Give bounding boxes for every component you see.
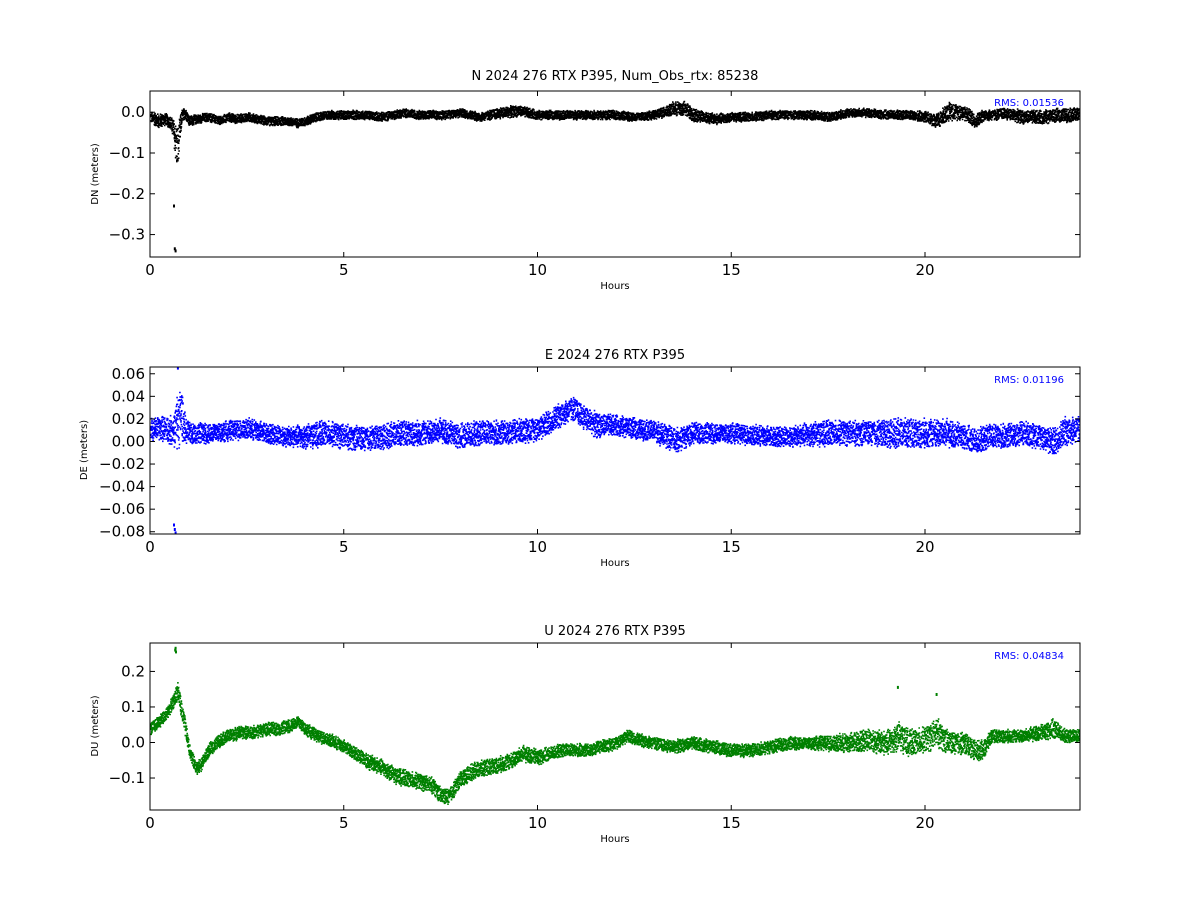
outlier-point bbox=[935, 693, 938, 696]
y-tick-label: −0.04 bbox=[99, 478, 145, 496]
y-tick-label: 0.00 bbox=[112, 432, 145, 450]
x-tick-label: 10 bbox=[528, 261, 547, 279]
y-tick-label: 0.0 bbox=[121, 733, 145, 751]
y-tick-label: −0.02 bbox=[99, 455, 145, 473]
y-axis: 0.2 0.1 0.0 −0.1 bbox=[109, 662, 1080, 787]
y-tick-label: −0.2 bbox=[109, 185, 145, 203]
y-axis: 0.06 0.04 0.02 0.00 −0.02 −0.04 −0.06 −0.08 bbox=[99, 365, 1080, 541]
y-tick-label: 0.04 bbox=[112, 387, 145, 405]
y-tick-label: −0.08 bbox=[99, 523, 145, 541]
outlier-point bbox=[173, 204, 175, 208]
x-axis: 0 5 10 15 20 bbox=[145, 367, 935, 556]
x-tick-label: 10 bbox=[528, 814, 547, 832]
y-tick-label: −0.3 bbox=[109, 226, 145, 244]
x-tick-label: 5 bbox=[339, 261, 349, 279]
panel-east: E 2024 276 RTX P395 0 5 10 15 20 0.06 0.04 0.02… bbox=[79, 348, 1081, 569]
x-tick-label: 20 bbox=[915, 538, 934, 556]
outlier-point bbox=[174, 249, 177, 253]
rms-label: RMS: 0.01196 bbox=[994, 375, 1064, 386]
panel-title: E 2024 276 RTX P395 bbox=[545, 348, 685, 363]
x-tick-label: 10 bbox=[528, 538, 547, 556]
x-tick-label: 0 bbox=[145, 814, 155, 832]
y-tick-label: −0.1 bbox=[109, 769, 145, 787]
y-tick-label: −0.06 bbox=[99, 500, 145, 518]
y-axis-label: DN (meters) bbox=[90, 143, 101, 205]
x-tick-label: 15 bbox=[722, 814, 741, 832]
y-axis-label: DE (meters) bbox=[79, 420, 90, 480]
outlier-point bbox=[896, 685, 899, 689]
x-tick-label: 0 bbox=[145, 261, 155, 279]
axes-frame bbox=[149, 642, 1081, 811]
rms-label: RMS: 0.01536 bbox=[994, 98, 1064, 109]
panel-title: N 2024 276 RTX P395, Num_Obs_rtx: 85238 bbox=[472, 69, 759, 84]
plot-area-up: 0 5 10 15 20 0.2 0.1 0.0 −0.1 bbox=[109, 643, 1080, 832]
y-tick-label: 0.06 bbox=[112, 365, 145, 383]
y-tick-label: 0.1 bbox=[121, 698, 145, 716]
plot-area-east: 0 5 10 15 20 0.06 0.04 0.02 0.00 −0.02 −0.04 −0.06 −… bbox=[99, 365, 1080, 556]
y-tick-label: 0.2 bbox=[121, 662, 145, 680]
data-points bbox=[150, 682, 1080, 805]
axes-frame bbox=[149, 90, 1081, 258]
outlier-point bbox=[175, 650, 177, 654]
outlier-point bbox=[173, 528, 176, 531]
y-axis-label: DU (meters) bbox=[90, 695, 101, 756]
panel-north: N 2024 276 RTX P395, Num_Obs_rtx: 85238 … bbox=[90, 69, 1081, 292]
outlier-point bbox=[176, 367, 179, 370]
panel-up: U 2024 276 RTX P395 0 5 10 15 20 0.2 0.1 0.0 −0.… bbox=[90, 624, 1081, 845]
outlier-point bbox=[174, 648, 177, 652]
y-tick-label: 0.02 bbox=[112, 410, 145, 428]
x-axis-label: Hours bbox=[600, 281, 629, 292]
plot-area-north: 0 5 10 15 20 0.0 −0.1 −0.2 −0.3 bbox=[109, 91, 1080, 279]
data-series bbox=[150, 100, 1080, 253]
axes-frame bbox=[149, 366, 1081, 535]
outlier-point bbox=[174, 646, 177, 650]
data-points bbox=[150, 100, 1080, 163]
rms-label: RMS: 0.04834 bbox=[994, 651, 1064, 662]
x-tick-label: 0 bbox=[145, 538, 155, 556]
y-axis: 0.0 −0.1 −0.2 −0.3 bbox=[109, 103, 1080, 244]
data-series bbox=[150, 646, 1080, 805]
y-tick-label: 0.0 bbox=[121, 103, 145, 121]
x-tick-label: 20 bbox=[915, 814, 934, 832]
x-tick-label: 5 bbox=[339, 538, 349, 556]
x-axis: 0 5 10 15 20 bbox=[145, 643, 935, 832]
y-tick-label: −0.1 bbox=[109, 144, 145, 162]
x-tick-label: 20 bbox=[915, 261, 934, 279]
x-tick-label: 5 bbox=[339, 814, 349, 832]
data-series bbox=[150, 367, 1080, 534]
data-points bbox=[150, 391, 1080, 455]
outlier-point bbox=[173, 247, 176, 251]
outlier-point bbox=[174, 531, 177, 534]
x-axis-label: Hours bbox=[600, 558, 629, 569]
x-axis: 0 5 10 15 20 bbox=[145, 91, 935, 279]
outlier-point bbox=[173, 523, 175, 527]
x-axis-label: Hours bbox=[600, 834, 629, 845]
x-tick-label: 15 bbox=[722, 261, 741, 279]
x-tick-label: 15 bbox=[722, 538, 741, 556]
panel-title: U 2024 276 RTX P395 bbox=[544, 624, 686, 639]
